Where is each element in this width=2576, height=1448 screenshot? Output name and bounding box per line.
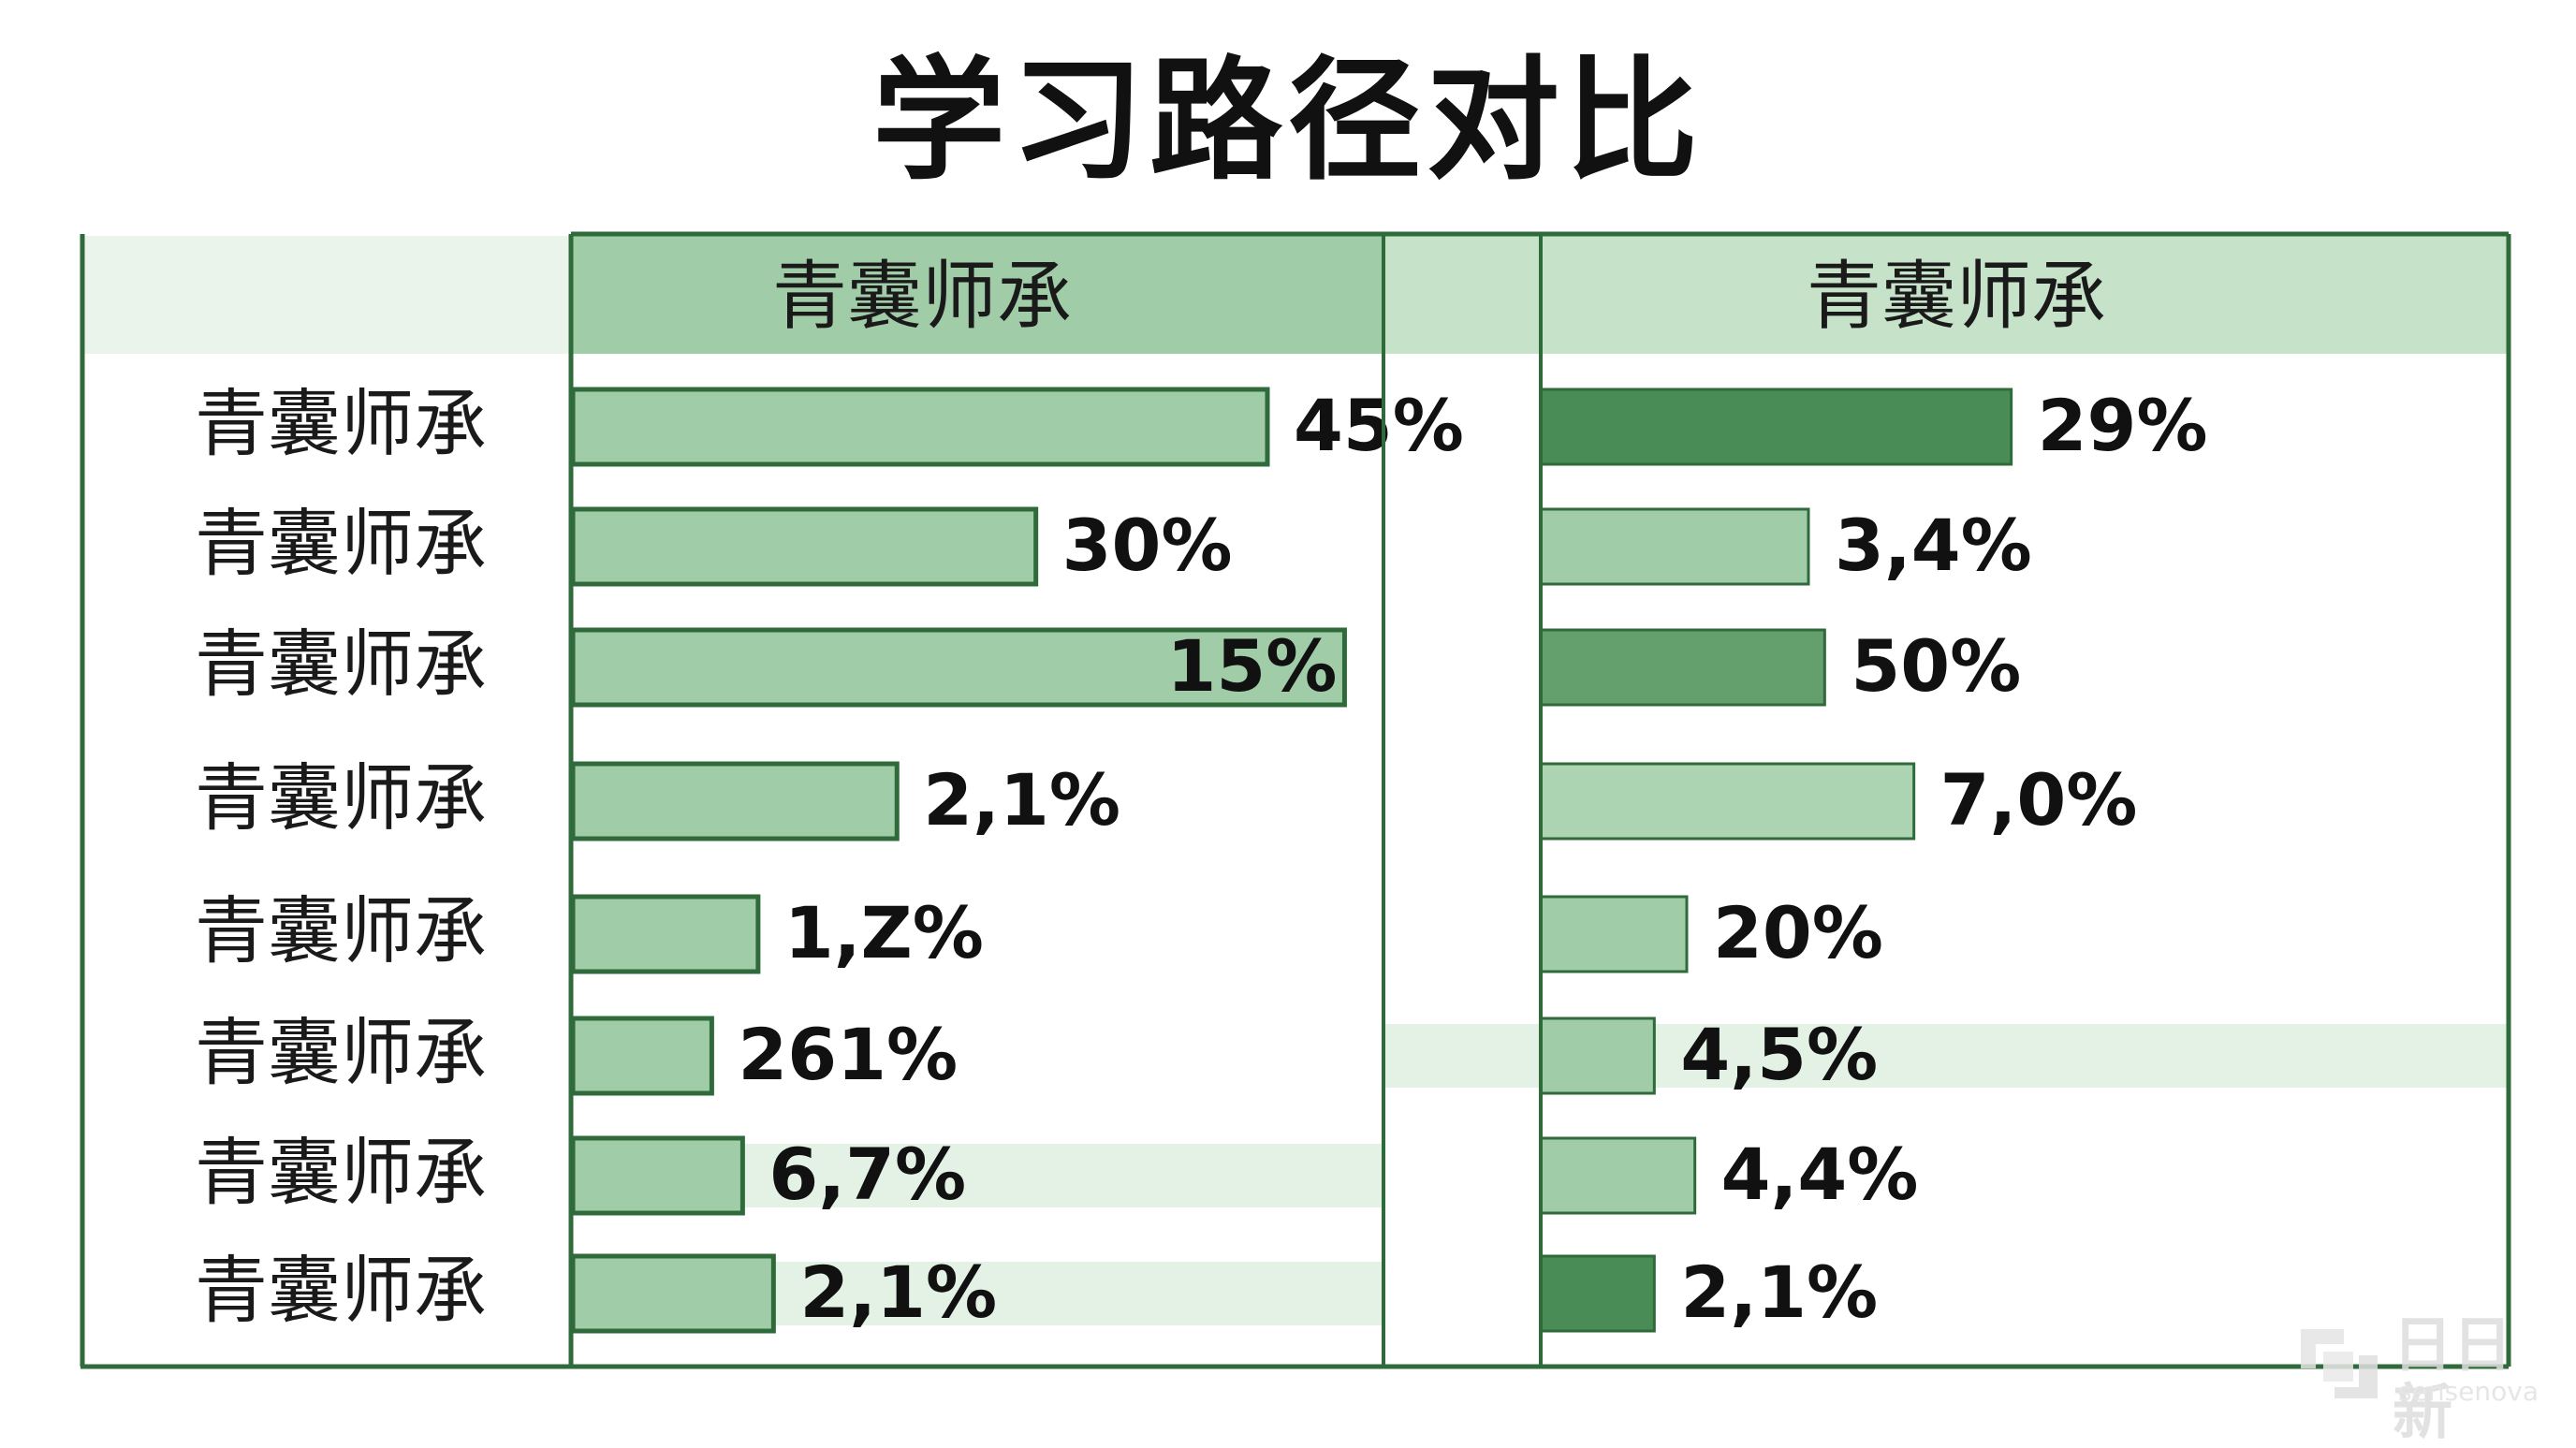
- row-label: 青囊师承: [195, 382, 487, 466]
- bar-value-label: 3,4%: [1835, 504, 2032, 587]
- series-header-right: 青囊师承: [1807, 253, 2106, 340]
- bar-value-label: 6,7%: [768, 1133, 966, 1216]
- header-corner: [82, 236, 569, 354]
- row-label: 青囊师承: [195, 1249, 487, 1333]
- bar-right: [1539, 1017, 1656, 1095]
- bar-left: [570, 387, 1270, 467]
- bar-left: [570, 1135, 745, 1216]
- bar-right: [1539, 895, 1689, 973]
- watermark-text: 日日新: [2393, 1311, 2512, 1448]
- bar-value-label: 45%: [1294, 384, 1464, 467]
- bar-left: [570, 894, 761, 974]
- row-label: 青囊师承: [195, 756, 487, 841]
- bar-left: [570, 506, 1039, 587]
- row-label: 青囊师承: [195, 502, 487, 586]
- row-label: 青囊师承: [195, 1131, 487, 1215]
- bar-value-label: 20%: [1713, 891, 1883, 974]
- bar-left: [570, 627, 1347, 708]
- bar-value-label: 50%: [1851, 624, 2021, 708]
- row-label: 青囊师承: [195, 889, 487, 973]
- bar-value-label: 30%: [1062, 504, 1233, 587]
- watermark-logo-icon: [2301, 1329, 2378, 1398]
- header-left: [571, 236, 1383, 354]
- bar-value-label: 15%: [1166, 624, 1337, 708]
- table-frame: [80, 231, 2511, 1369]
- row-label: 青囊师承: [195, 622, 487, 707]
- bar-right: [1539, 762, 1916, 841]
- bar-value-label: 2,1%: [1680, 1251, 1878, 1334]
- bar-value-label: 29%: [2038, 384, 2208, 467]
- chart-title: 学习路径对比: [872, 44, 1704, 198]
- bar-value-label: 2,1%: [799, 1251, 997, 1334]
- bar-value-label: 4,5%: [1680, 1013, 1878, 1096]
- row-label: 青囊师承: [195, 1011, 487, 1095]
- bar-left: [570, 1253, 776, 1334]
- bar-right: [1539, 507, 1810, 586]
- bar-value-label: 4,4%: [1721, 1133, 1919, 1216]
- bar-right: [1539, 388, 2013, 466]
- bar-right: [1539, 1254, 1656, 1333]
- watermark: 日日新 sensenova: [2291, 1312, 2555, 1447]
- bar-value-label: 261%: [738, 1013, 958, 1096]
- bar-value-label: 7,0%: [1940, 758, 2138, 841]
- chart-rows: 青囊师承 45% 29% 青囊师承 30% 3,4% 青囊师承 15% 50% 青囊师承 2,1% 7…: [195, 382, 2208, 1334]
- bar-left: [570, 761, 900, 841]
- header-right: [1383, 236, 2507, 354]
- bar-right: [1539, 1136, 1697, 1215]
- bar-left: [570, 1016, 714, 1096]
- series-header-left: 青囊师承: [772, 253, 1072, 340]
- bar-value-label: 2,1%: [923, 758, 1120, 841]
- watermark-subtext: sensenova: [2398, 1376, 2539, 1407]
- bar-value-label: 1,Z%: [784, 891, 984, 974]
- bar-right: [1539, 628, 1826, 707]
